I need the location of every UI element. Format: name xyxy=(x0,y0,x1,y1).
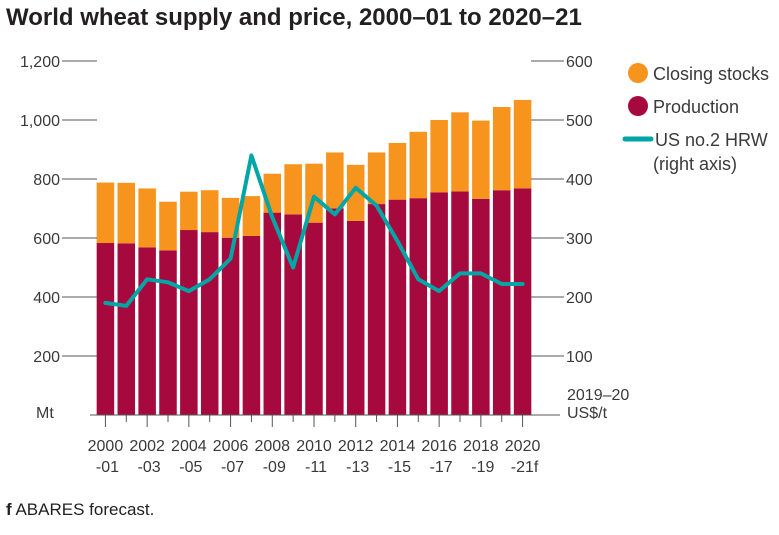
x-tick-label-suffix-2010: -11 xyxy=(305,459,327,476)
x-tick-label-suffix-2002: -03 xyxy=(138,459,161,476)
bar-stocks-2018-19 xyxy=(472,120,490,199)
bar-production-2016-17 xyxy=(430,192,448,415)
x-tick-label-suffix-2008: -09 xyxy=(263,459,286,476)
x-tick-label-suffix-2020: -21f xyxy=(511,459,539,476)
bar-production-2008-09 xyxy=(263,212,282,415)
left-tick-label-200: 200 xyxy=(33,349,60,366)
bar-stocks-2017-18 xyxy=(451,112,469,192)
bar-production-2010-11 xyxy=(305,222,323,415)
legend-production-swatch xyxy=(628,96,648,116)
bar-production-2014-15 xyxy=(388,199,407,415)
x-tick-label-year-2000: 2000 xyxy=(88,438,124,455)
bar-production-2017-18 xyxy=(451,191,469,415)
bar-stocks-2014-15 xyxy=(388,143,407,200)
bar-production-2005-06 xyxy=(200,232,219,415)
right-axis-unit-2: US$/t xyxy=(567,405,608,422)
bar-production-2000-01 xyxy=(96,243,115,415)
x-tick-label-year-2004: 2004 xyxy=(171,438,207,455)
bar-production-2009-10 xyxy=(284,214,302,415)
x-tick-label-suffix-2018: -19 xyxy=(471,459,494,476)
x-tick-label-year-2010: 2010 xyxy=(296,438,332,455)
x-tick-label-year-2006: 2006 xyxy=(213,438,249,455)
left-axis-unit: Mt xyxy=(36,405,54,422)
bar-stocks-2009-10 xyxy=(284,164,302,215)
x-tick-label-year-2020: 2020 xyxy=(505,438,541,455)
legend-price-label-1: US no.2 HRW xyxy=(655,130,768,150)
bar-production-2012-13 xyxy=(346,220,365,415)
bar-production-2018-19 xyxy=(472,198,490,415)
bar-stocks-2002-03 xyxy=(138,188,156,248)
left-tick-label-1000: 1,000 xyxy=(20,113,60,130)
bar-production-2001-02 xyxy=(117,243,136,415)
bar-stocks-2015-16 xyxy=(409,131,428,199)
x-tick-label-year-2018: 2018 xyxy=(463,438,499,455)
legend-production-label: Production xyxy=(653,97,739,117)
footnote-marker: f xyxy=(6,500,12,519)
right-axis-unit-1: 2019–20 xyxy=(567,387,629,404)
x-tick-label-suffix-2004: -05 xyxy=(179,459,202,476)
bars-group xyxy=(96,99,532,415)
legend-stocks-swatch xyxy=(628,63,648,83)
bar-stocks-2000-01 xyxy=(96,182,115,244)
x-tick-label-suffix-2000: -01 xyxy=(96,459,119,476)
bar-production-2004-05 xyxy=(180,230,198,415)
bar-production-2015-16 xyxy=(409,198,428,415)
left-tick-label-1200: 1,200 xyxy=(20,54,60,71)
right-tick-label-300: 300 xyxy=(566,231,593,248)
bar-production-2006-07 xyxy=(221,237,240,415)
x-tick-label-suffix-2012: -13 xyxy=(346,459,369,476)
bar-stocks-2020-21 xyxy=(513,99,532,189)
chart-title: World wheat supply and price, 2000–01 to… xyxy=(6,4,582,31)
bar-production-2002-03 xyxy=(138,247,156,415)
bar-stocks-2007-08 xyxy=(242,196,261,236)
bar-production-2019-20 xyxy=(492,190,511,415)
bar-production-2013-14 xyxy=(367,204,386,415)
right-tick-label-400: 400 xyxy=(566,172,593,189)
footnote: f ABARES forecast. xyxy=(6,500,154,520)
bar-stocks-2005-06 xyxy=(200,190,219,233)
footnote-text: ABARES forecast. xyxy=(15,500,155,519)
bar-stocks-2004-05 xyxy=(180,191,198,231)
x-tick-label-suffix-2016: -17 xyxy=(430,459,453,476)
x-tick-label-suffix-2006: -07 xyxy=(221,459,244,476)
bar-stocks-2013-14 xyxy=(367,152,386,205)
right-tick-label-600: 600 xyxy=(566,54,593,71)
bar-stocks-2016-17 xyxy=(430,120,448,193)
bar-production-2020-21 xyxy=(513,188,532,415)
x-tick-label-year-2002: 2002 xyxy=(129,438,165,455)
right-tick-label-200: 200 xyxy=(566,290,593,307)
right-tick-label-500: 500 xyxy=(566,113,593,130)
legend-price-label-2: (right axis) xyxy=(653,154,737,174)
legend: Closing stocks Production US no.2 HRW (r… xyxy=(622,63,769,174)
bar-production-2011-12 xyxy=(326,208,344,415)
legend-stocks-label: Closing stocks xyxy=(653,64,769,84)
bar-stocks-2012-13 xyxy=(346,164,365,221)
x-tick-label-year-2016: 2016 xyxy=(421,438,457,455)
left-tick-label-600: 600 xyxy=(33,231,60,248)
left-tick-label-800: 800 xyxy=(33,172,60,189)
x-tick-label-year-2014: 2014 xyxy=(380,438,416,455)
bar-production-2007-08 xyxy=(242,235,261,415)
bar-stocks-2011-12 xyxy=(326,152,344,209)
x-tick-label-suffix-2014: -15 xyxy=(388,459,411,476)
price-line-group xyxy=(103,153,525,308)
bar-production-2003-04 xyxy=(159,250,177,415)
left-tick-label-400: 400 xyxy=(33,290,60,307)
bar-stocks-2003-04 xyxy=(159,201,177,251)
bar-stocks-2001-02 xyxy=(117,182,136,244)
right-tick-label-100: 100 xyxy=(566,349,593,366)
x-tick-label-year-2008: 2008 xyxy=(254,438,290,455)
x-tick-label-year-2012: 2012 xyxy=(338,438,374,455)
axes-group: 200 400 600 800 1,000 1,200 100 200 300 400 500 600… xyxy=(20,54,593,476)
bar-stocks-2019-20 xyxy=(492,107,511,191)
